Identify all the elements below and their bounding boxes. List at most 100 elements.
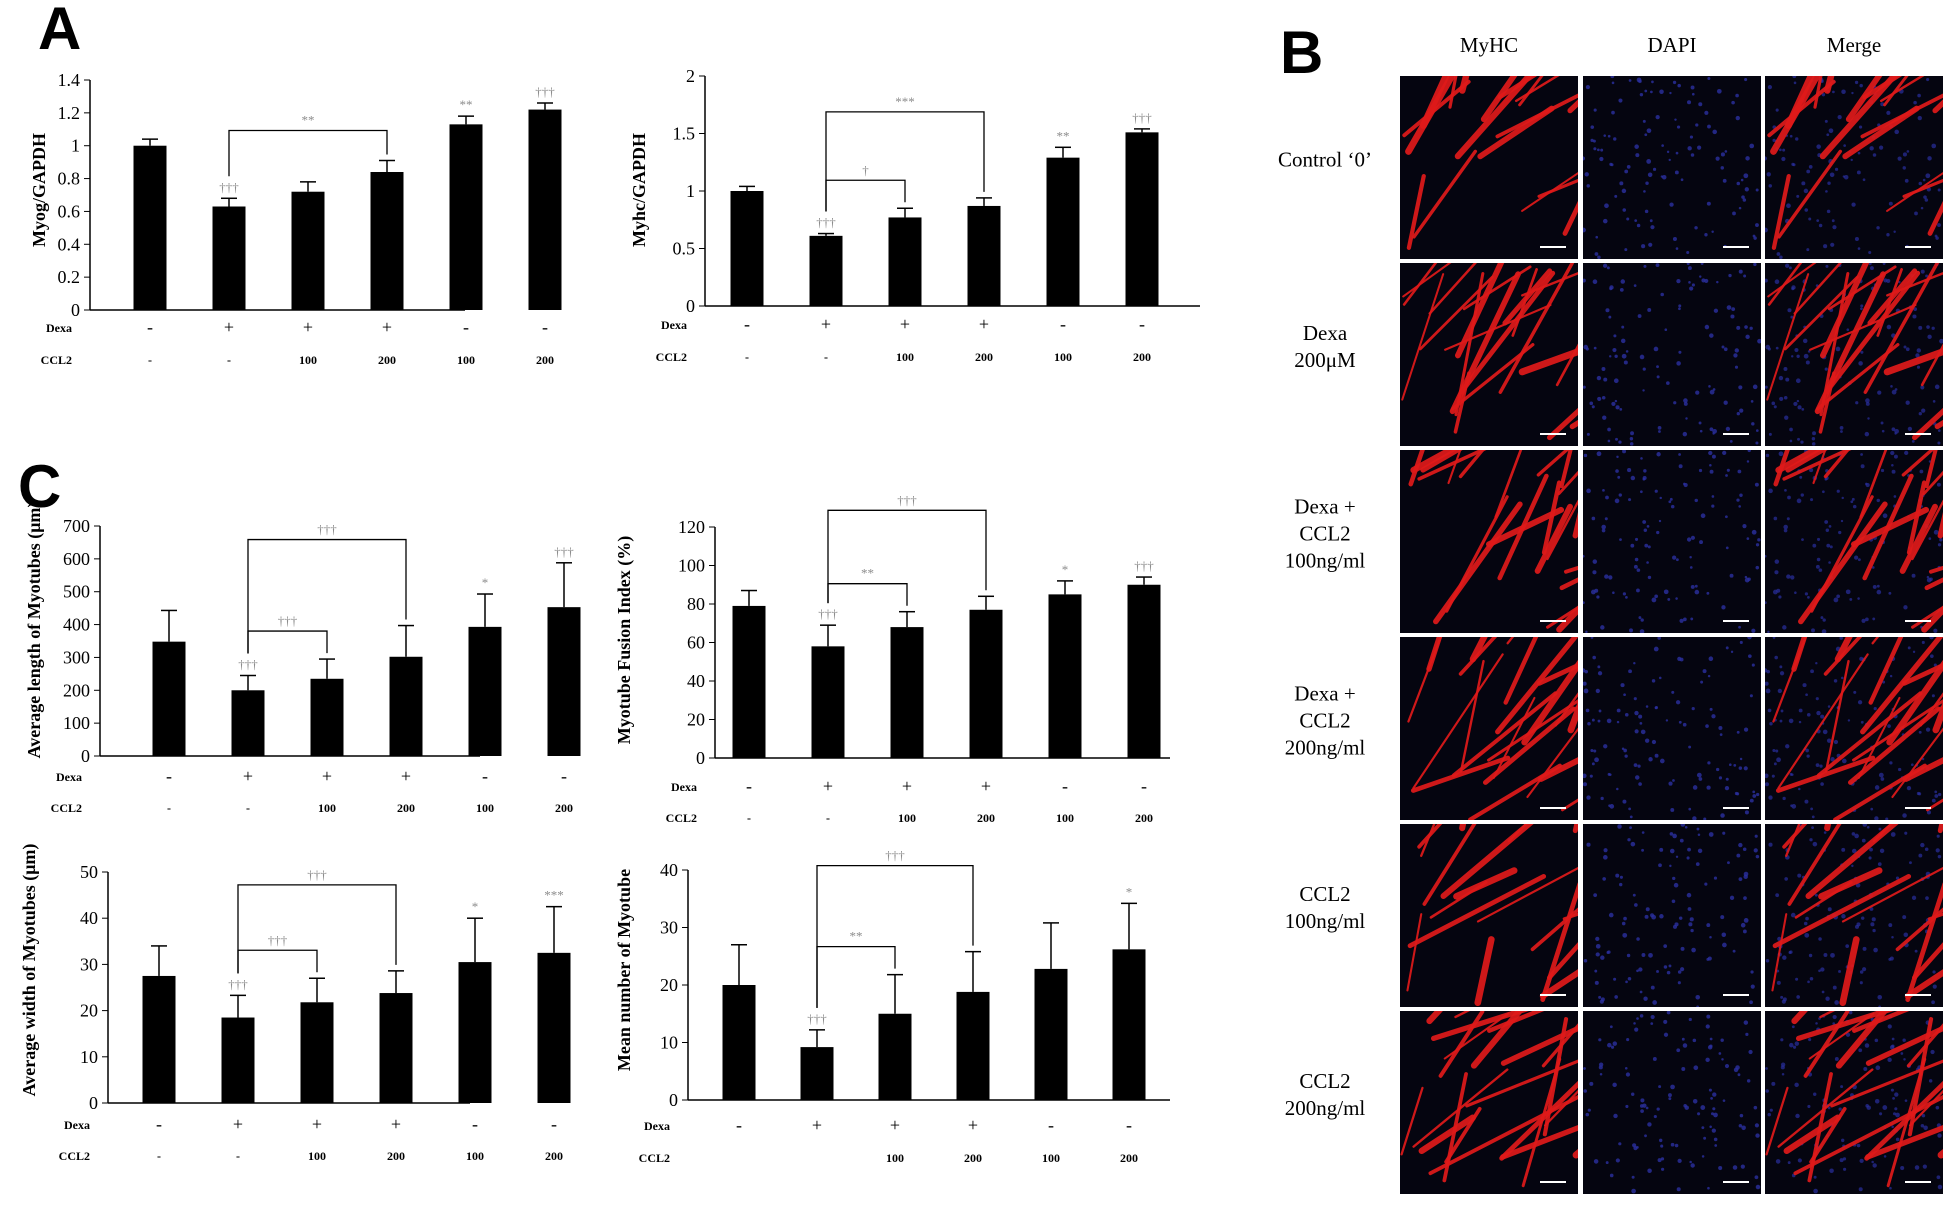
myotube-fiber [1406,173,1426,250]
nucleus [1636,937,1640,941]
nucleus [1897,156,1902,161]
nucleus [1904,450,1909,456]
nucleus [1773,516,1778,521]
nucleus [1825,264,1829,268]
nucleus [1754,482,1759,487]
myotube-fiber [1559,577,1578,591]
micrograph-tile [1400,450,1578,633]
nucleus [1834,1000,1839,1005]
nucleus [1779,671,1785,676]
ccl2-value: 100 [308,1149,326,1163]
nucleus [1707,1045,1713,1050]
nucleus [1923,195,1927,199]
nucleus [1794,1041,1800,1046]
nucleus [1633,697,1637,701]
nucleus [1630,543,1635,548]
y-tick-label: 30 [80,954,98,974]
nucleus [1815,697,1819,701]
nucleus [1788,718,1794,724]
nucleus [1878,1005,1882,1007]
nucleus [1683,1104,1687,1108]
myotube-fiber [1459,270,1556,395]
nucleus [1900,1166,1905,1171]
nucleus [1854,924,1860,929]
myotube-fiber [1924,577,1943,591]
ccl2-value: 100 [457,353,475,367]
nucleus [1814,893,1818,897]
micrograph-tile [1765,637,1943,820]
nucleus [1920,206,1924,210]
bar [458,962,492,1103]
nucleus [1894,388,1898,391]
myotube-fiber [1886,171,1943,212]
nucleus [1797,437,1801,441]
nucleus [1586,795,1591,800]
nucleus [1625,1072,1631,1077]
nucleus [1740,1164,1745,1169]
bar [890,627,924,758]
bar [449,124,483,310]
nucleus [1886,278,1891,284]
myotube-fiber [1417,824,1443,849]
myotube-fiber [1852,1011,1910,1033]
significance-mark: ††† [807,1011,827,1026]
nucleus [1796,995,1800,999]
nucleus [1791,162,1795,166]
nucleus [1690,928,1694,933]
nucleus [1658,863,1662,868]
nucleus [1799,475,1803,479]
y-axis-label: Mean number of Myotube [614,869,634,1071]
nucleus [1711,714,1716,719]
myotube-fiber [1784,275,1859,351]
nucleus [1939,538,1943,542]
tile-background [1400,76,1578,259]
ccl2-value: 200 [378,353,396,367]
nucleus [1675,855,1679,858]
nucleus [1797,405,1802,410]
row-label: 200ng/ml [1285,1096,1366,1120]
myotube-fiber [1500,1025,1578,1066]
nucleus [1909,861,1912,865]
nucleus [1623,360,1628,365]
nucleus [1882,680,1886,684]
myotube-fiber [1521,171,1578,212]
ccl2-value: - [167,801,171,815]
micrograph-tile [1583,450,1761,633]
nucleus [1862,946,1867,951]
myotube-fiber [1407,873,1547,949]
myotube-fiber [1454,76,1533,160]
nucleus [1917,115,1922,121]
nucleus [1743,918,1749,923]
significance-bracket [247,538,407,654]
myotube-fiber [1462,265,1532,311]
nucleus [1804,208,1809,212]
nucleus [1776,252,1781,256]
nucleus [1869,847,1873,852]
significance-bracket [825,179,906,212]
nucleus [1802,338,1808,344]
myotube-fiber [1503,637,1539,705]
bar [1048,594,1082,758]
y-tick-label: 1.2 [58,103,81,123]
myotube-fiber [1539,969,1578,1000]
nucleus [1936,834,1940,838]
dexa-value: + [224,317,234,337]
nucleus [1666,150,1670,154]
significance-mark: ††† [1134,558,1154,573]
ccl2-value: - [745,350,749,364]
myotube-fiber [1816,691,1923,778]
nucleus [1587,722,1591,726]
nucleus [1885,817,1889,820]
nucleus [1790,315,1794,319]
nucleus [1615,469,1619,473]
myotube-fiber [1814,271,1886,415]
nucleus [1925,173,1931,179]
nucleus [1634,144,1639,149]
myotube-fiber [1530,907,1578,952]
nucleus [1729,573,1734,578]
nucleus [1859,83,1863,88]
nucleus [1680,967,1685,972]
nucleus [1695,862,1700,866]
nucleus [1906,785,1912,791]
nucleus [1722,1099,1726,1102]
